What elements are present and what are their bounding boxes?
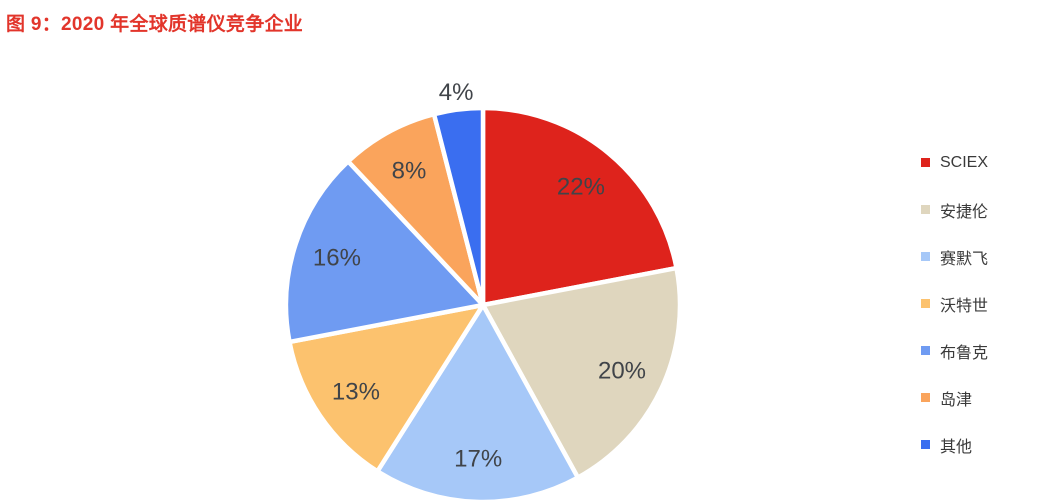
legend-label: SCIEX — [940, 153, 989, 171]
legend-label: 岛津 — [940, 391, 973, 409]
legend-swatch-icon — [921, 252, 930, 261]
legend-swatch-icon — [921, 346, 930, 355]
legend-item-agilent: 安捷伦 — [921, 186, 988, 233]
legend-swatch-icon — [921, 158, 930, 167]
pie-slice-3 — [287, 302, 486, 474]
legend-item-sciex: SCIEX — [921, 139, 988, 186]
pie-slice-1 — [480, 265, 683, 480]
pie-slice-value-label-3: 13% — [332, 378, 380, 405]
pie-slice-4 — [283, 159, 486, 345]
pie-slice-0 — [480, 105, 679, 308]
legend-label: 安捷伦 — [940, 203, 989, 221]
pie-slice-value-label-5: 8% — [392, 157, 427, 184]
legend-item-waters: 沃特世 — [921, 280, 988, 327]
legend-item-bruker: 布鲁克 — [921, 327, 988, 374]
pie-slice-value-label-0: 22% — [557, 174, 605, 201]
legend: SCIEX 安捷伦 赛默飞 沃特世 布鲁克 岛津 其他 — [921, 139, 988, 468]
legend-label: 沃特世 — [940, 297, 989, 315]
legend-item-shimadzu: 岛津 — [921, 374, 988, 421]
pie-slice-6 — [431, 105, 486, 308]
figure-title: 图 9：2020 年全球质谱仪竞争企业 — [6, 14, 304, 35]
legend-swatch-icon — [921, 205, 930, 214]
legend-label: 其他 — [940, 438, 973, 456]
legend-label: 布鲁克 — [940, 344, 989, 362]
legend-label: 赛默飞 — [940, 250, 989, 268]
legend-item-thermo: 赛默飞 — [921, 233, 988, 280]
legend-item-others: 其他 — [921, 421, 988, 468]
legend-swatch-icon — [921, 393, 930, 402]
legend-swatch-icon — [921, 299, 930, 308]
legend-swatch-icon — [921, 440, 930, 449]
pie-slice-value-label-4: 16% — [313, 245, 361, 272]
pie-slice-2 — [375, 302, 581, 503]
pie-slice-value-label-1: 20% — [598, 357, 646, 384]
pie-slice-value-label-2: 17% — [454, 446, 502, 473]
pie-slice-value-label-6: 4% — [439, 79, 474, 106]
